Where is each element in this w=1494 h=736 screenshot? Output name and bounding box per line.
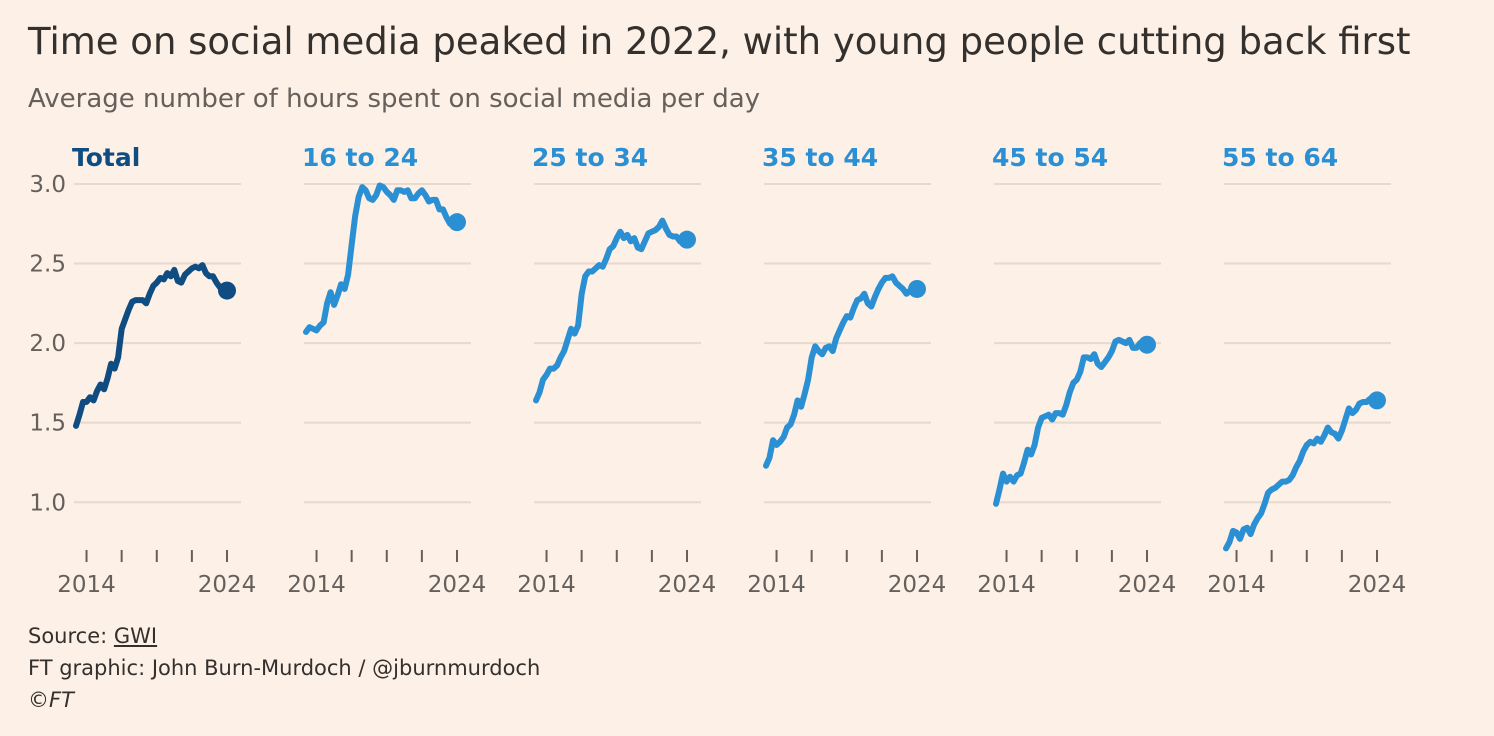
x-tick-label: 2024 xyxy=(428,572,487,598)
endpoint-marker xyxy=(908,279,926,298)
series-line xyxy=(73,262,230,429)
series-line xyxy=(1223,395,1380,552)
x-tick-label: 2024 xyxy=(1118,572,1177,598)
source-link[interactable]: GWI xyxy=(113,624,158,648)
endpoint-marker xyxy=(1138,335,1156,354)
x-tick-label: 2024 xyxy=(888,572,947,598)
chart-subtitle: Average number of hours spent on social … xyxy=(28,84,761,114)
x-tick-label: 2014 xyxy=(287,572,346,598)
x-tick-label: 2014 xyxy=(747,572,806,598)
endpoint-marker xyxy=(218,281,236,300)
endpoint-marker xyxy=(448,213,466,232)
x-tick-label: 2024 xyxy=(1348,572,1407,598)
y-tick-label: 1.0 xyxy=(29,490,66,516)
series-line xyxy=(303,182,460,335)
endpoint-marker xyxy=(678,230,696,249)
source-line: Source: GWI xyxy=(28,624,157,648)
y-tick-label: 2.0 xyxy=(29,331,66,357)
series-line xyxy=(533,217,690,404)
x-tick-label: 2014 xyxy=(517,572,576,598)
series-line xyxy=(763,273,920,469)
panel-title: 45 to 54 xyxy=(992,143,1108,172)
endpoint-marker xyxy=(1368,391,1386,410)
panel-title: 35 to 44 xyxy=(762,143,878,172)
y-tick-label: 2.5 xyxy=(29,252,66,278)
panel-title: Total xyxy=(72,143,140,172)
y-tick-label: 1.5 xyxy=(29,411,66,437)
x-tick-label: 2024 xyxy=(198,572,257,598)
panel-title: 25 to 34 xyxy=(532,143,648,172)
credit-line: FT graphic: John Burn-Murdoch / @jburnmu… xyxy=(28,656,541,680)
series-line xyxy=(993,336,1150,507)
copyright-line: ©FT xyxy=(28,688,74,712)
x-tick-label: 2024 xyxy=(658,572,717,598)
x-tick-label: 2014 xyxy=(977,572,1036,598)
panel-title: 55 to 64 xyxy=(1222,143,1338,172)
source-label: Source: xyxy=(28,624,114,648)
x-tick-label: 2014 xyxy=(57,572,116,598)
y-tick-label: 3.0 xyxy=(29,172,66,198)
panel-title: 16 to 24 xyxy=(302,143,418,172)
chart-title: Time on social media peaked in 2022, wit… xyxy=(28,20,1411,63)
x-tick-label: 2014 xyxy=(1207,572,1266,598)
